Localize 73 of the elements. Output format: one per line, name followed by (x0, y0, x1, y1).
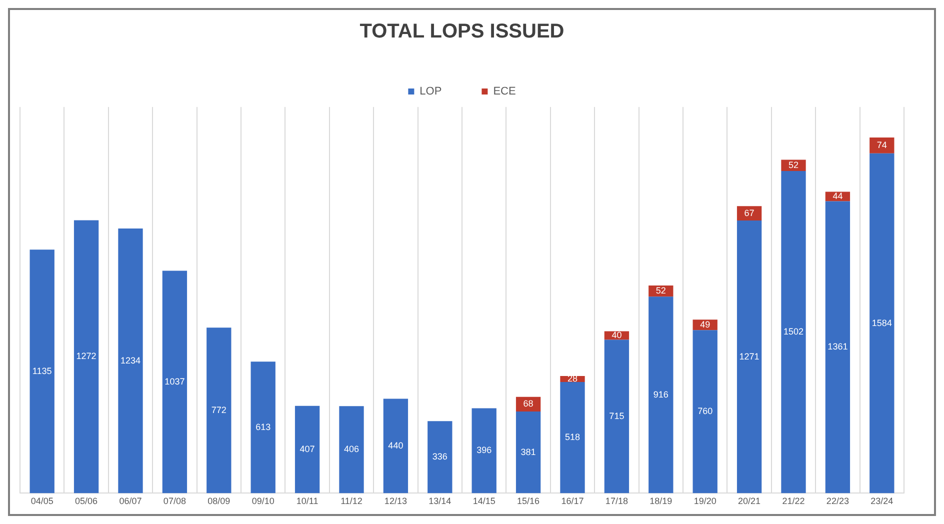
x-tick-label: 18/19 (650, 496, 672, 506)
x-tick-label: 17/18 (605, 496, 628, 506)
bar (692, 330, 718, 494)
bar (781, 170, 806, 494)
data-label: 74 (876, 140, 887, 150)
data-label: 406 (344, 444, 360, 454)
data-label: 772 (211, 404, 226, 415)
x-tick-label: 20/21 (738, 496, 761, 506)
bar (383, 398, 408, 494)
bar (428, 421, 452, 494)
x-tick-label: 05/06 (75, 496, 98, 506)
data-label: 1361 (828, 342, 848, 352)
data-label: 396 (476, 445, 492, 456)
data-label: 1234 (120, 355, 141, 366)
data-label: 613 (256, 422, 271, 432)
bar (294, 406, 320, 494)
x-tick-label: 11/12 (340, 496, 362, 506)
bar (30, 250, 54, 494)
bar (870, 137, 894, 154)
data-label: 52 (788, 160, 799, 170)
x-tick-label: 23/24 (870, 496, 894, 506)
data-label: 68 (523, 398, 534, 409)
bar (736, 220, 762, 494)
data-label: 336 (432, 452, 448, 462)
legend-label: ECE (493, 86, 516, 98)
x-tick-label: 15/16 (517, 496, 540, 506)
data-label: 1135 (32, 366, 52, 376)
data-label: 1584 (872, 318, 892, 328)
data-label: 67 (744, 208, 754, 218)
x-tick-label: 21/22 (782, 496, 805, 506)
data-label: 381 (520, 446, 536, 457)
bar (604, 340, 630, 494)
data-label: 518 (564, 432, 580, 442)
bar (648, 296, 674, 494)
bar (339, 406, 364, 494)
chart-title: TOTAL LOPS ISSUED (360, 20, 564, 43)
x-tick-label: 22/23 (826, 496, 849, 506)
x-tick-label: 12/13 (384, 496, 407, 506)
data-label: 1502 (783, 326, 804, 337)
data-label: 916 (653, 389, 668, 400)
data-label: 52 (656, 286, 666, 296)
bar (250, 362, 276, 494)
x-tick-label: 04/05 (30, 496, 54, 506)
bar (472, 408, 496, 494)
x-tick-label: 14/15 (472, 496, 496, 506)
bar (206, 328, 232, 494)
data-label: 407 (300, 444, 315, 454)
data-label: 44 (832, 190, 843, 201)
bar (870, 153, 894, 494)
x-tick-label: 16/17 (561, 496, 584, 506)
bar (825, 201, 850, 494)
data-label: 440 (388, 440, 404, 450)
x-tick-label: 09/10 (252, 496, 274, 506)
data-label: 715 (609, 410, 624, 421)
data-label: 40 (612, 330, 622, 340)
x-tick-label: 10/11 (296, 496, 318, 506)
data-label: 1272 (76, 351, 96, 362)
bar (736, 206, 762, 220)
x-tick-label: 13/14 (428, 496, 452, 506)
x-tick-label: 19/20 (694, 496, 716, 506)
legend-label: LOP (420, 86, 442, 98)
x-tick-label: 08/09 (208, 496, 230, 506)
bar (74, 220, 99, 494)
bar (118, 228, 143, 494)
x-tick-label: 07/08 (163, 496, 186, 506)
data-label: 1271 (739, 351, 760, 362)
bar (516, 411, 541, 494)
bar (162, 270, 188, 494)
data-label: 760 (698, 406, 713, 416)
x-tick-label: 06/07 (119, 496, 142, 506)
data-label: 1037 (164, 376, 185, 386)
data-label: 49 (700, 319, 710, 330)
bar (560, 382, 585, 494)
